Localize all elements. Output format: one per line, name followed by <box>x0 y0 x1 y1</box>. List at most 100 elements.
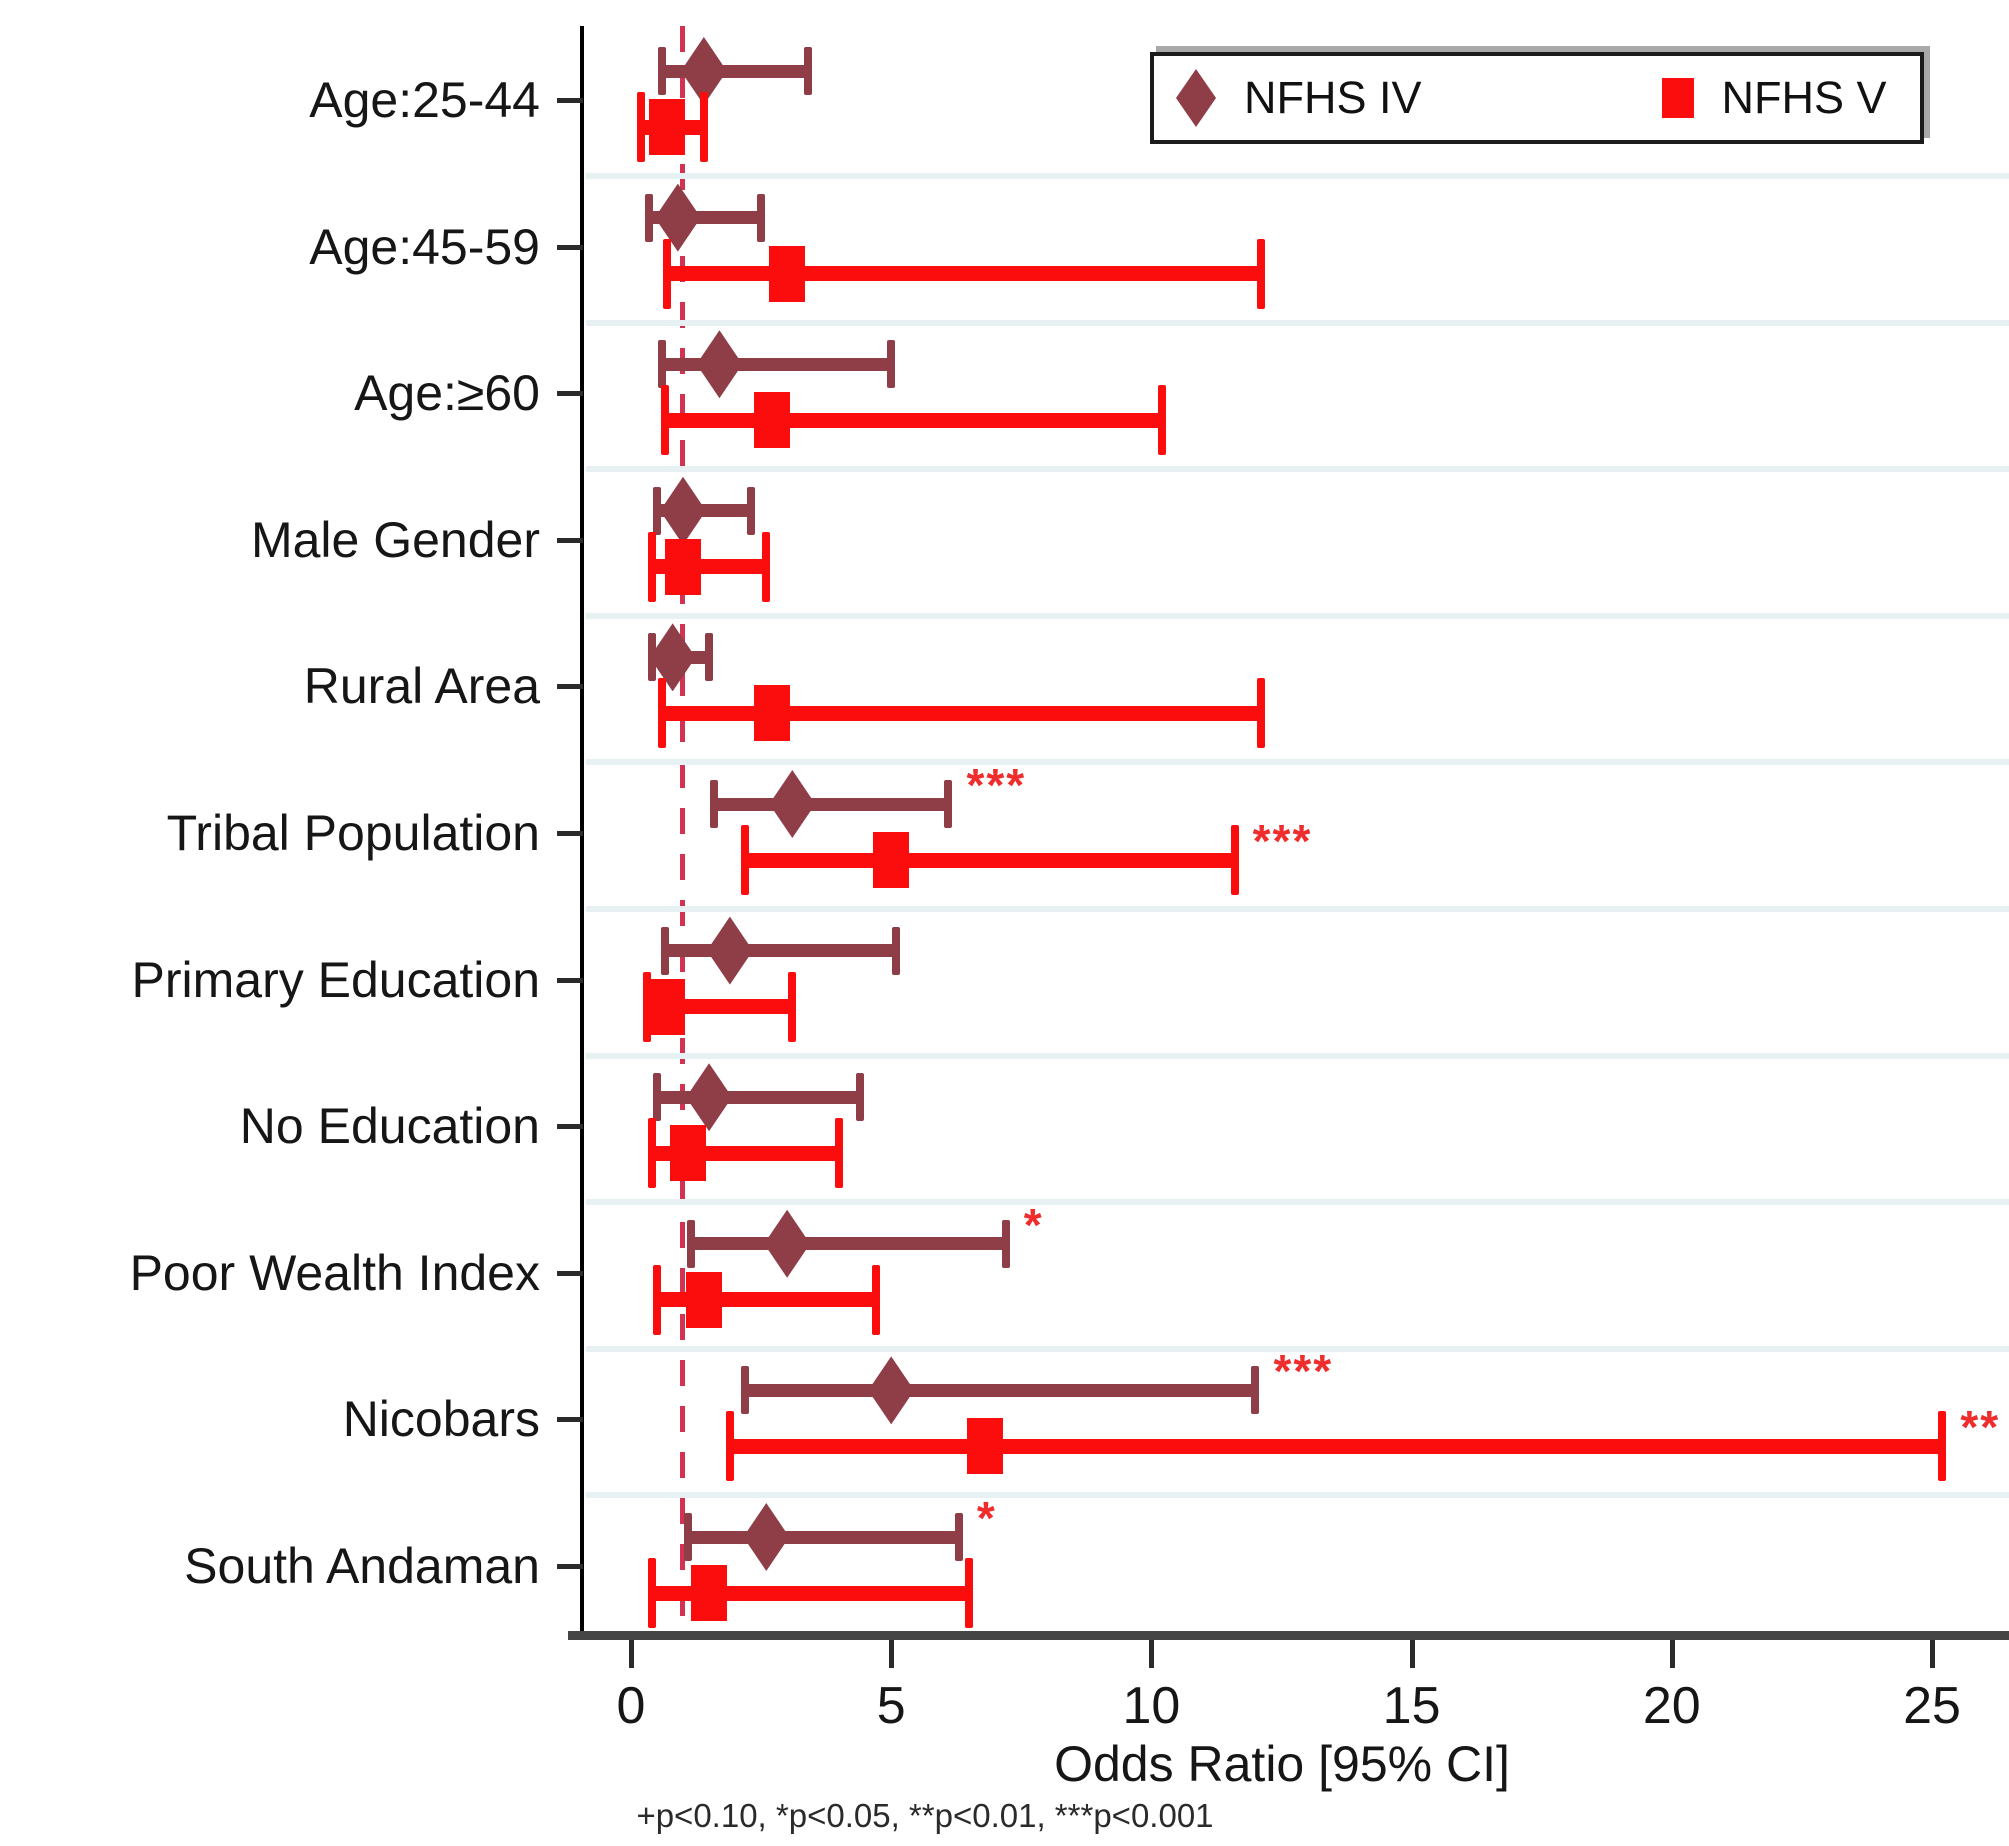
ci-line <box>688 1530 959 1544</box>
y-axis-tick <box>557 537 583 543</box>
significance-stars: * <box>1023 1198 1044 1251</box>
x-axis-tick <box>889 1640 895 1668</box>
ci-cap <box>1251 1366 1260 1415</box>
x-axis-tick <box>1409 1640 1415 1668</box>
square-marker-icon <box>649 978 686 1035</box>
diamond-marker-icon <box>649 623 696 692</box>
significance-stars: *** <box>966 759 1027 811</box>
ci-cap <box>653 1264 662 1335</box>
ci-cap <box>660 385 669 456</box>
x-axis-tick-label: 10 <box>1122 1677 1181 1735</box>
y-axis-tick <box>557 977 583 983</box>
ci-cap <box>762 531 771 602</box>
category-label: Tribal Population <box>166 805 540 861</box>
category-label: Age:≥60 <box>354 365 540 422</box>
category-label: South Andaman <box>184 1538 540 1594</box>
band-separator <box>586 173 2009 179</box>
band-separator <box>586 1199 2009 1206</box>
ci-cap <box>725 1411 734 1482</box>
legend: NFHS IV NFHS V <box>1150 52 1924 144</box>
band-separator <box>586 466 2009 473</box>
square-marker-icon <box>670 1125 707 1182</box>
band-separator <box>586 319 2009 326</box>
square-marker-icon <box>649 99 686 155</box>
y-axis-tick <box>557 1417 583 1423</box>
ci-line <box>690 1237 1006 1251</box>
ci-cap <box>741 1366 750 1415</box>
square-marker-icon <box>966 1418 1003 1475</box>
x-axis-title: Odds Ratio [95% CI] <box>1054 1736 1510 1792</box>
diamond-marker-icon <box>743 1503 790 1571</box>
ci-cap <box>658 47 667 95</box>
x-axis-tick-label: 20 <box>1642 1677 1701 1735</box>
x-axis-tick-label: 25 <box>1903 1677 1961 1735</box>
ci-line <box>729 1438 1943 1454</box>
legend-entry-nfhs-v: NFHS V <box>1422 56 1887 140</box>
significance-stars: ** <box>1960 1401 2001 1454</box>
y-axis-tick <box>557 1124 583 1130</box>
ci-cap <box>686 1219 695 1268</box>
band-separator <box>586 759 2009 766</box>
ci-cap <box>892 926 901 975</box>
band-separator <box>586 1345 2009 1352</box>
ci-cap <box>887 340 896 389</box>
diamond-marker-icon <box>660 476 707 545</box>
square-marker-icon <box>685 1271 722 1328</box>
diamond-marker-icon <box>1176 69 1216 127</box>
ci-cap <box>944 780 953 828</box>
category-label: Nicobars <box>342 1391 540 1448</box>
diamond-marker-icon <box>868 1356 915 1425</box>
significance-footnote: +p<0.10, *p<0.05, **p<0.01, ***p<0.001 <box>636 1797 1214 1834</box>
x-axis-tick-label: 0 <box>616 1677 646 1735</box>
ci-cap <box>965 1558 974 1628</box>
band-separator <box>586 1492 2009 1499</box>
ci-line <box>745 1383 1256 1397</box>
ci-cap <box>1157 385 1166 456</box>
ci-cap <box>684 1513 693 1561</box>
category-label: Rural Area <box>303 658 540 715</box>
reference-line-or-1 <box>680 26 686 1632</box>
y-axis-tick <box>557 1270 583 1276</box>
x-axis-tick <box>1149 1640 1155 1668</box>
band-separator <box>586 1052 2009 1059</box>
ci-cap <box>647 531 656 602</box>
y-axis-tick <box>557 391 583 397</box>
x-axis-tick <box>1930 1640 1935 1668</box>
category-label: Age:25-44 <box>309 72 540 128</box>
y-axis-tick <box>557 1564 583 1569</box>
ci-cap <box>705 633 714 682</box>
legend-entry-nfhs-iv: NFHS IV <box>1154 56 1422 140</box>
ci-line <box>714 797 949 811</box>
diamond-marker-icon <box>769 770 816 838</box>
ci-cap <box>699 92 708 162</box>
ci-cap <box>658 340 667 389</box>
category-label: Poor Wealth Index <box>129 1244 540 1301</box>
ci-cap <box>1001 1219 1010 1268</box>
ci-cap <box>1256 678 1265 749</box>
ci-cap <box>663 238 672 309</box>
ci-cap <box>741 825 750 895</box>
ci-cap <box>653 486 662 535</box>
ci-cap <box>647 1118 656 1189</box>
ci-cap <box>642 971 651 1042</box>
ci-line <box>664 944 897 958</box>
diamond-marker-icon <box>686 1063 733 1132</box>
ci-cap <box>660 926 669 975</box>
y-axis-tick <box>557 98 583 103</box>
ci-cap <box>1230 825 1239 895</box>
diamond-marker-icon <box>706 916 753 985</box>
significance-stars: *** <box>1273 1345 1334 1398</box>
ci-cap <box>637 92 646 162</box>
ci-line <box>745 852 1235 868</box>
square-marker-icon <box>691 1565 728 1621</box>
legend-label-nfhs-v: NFHS V <box>1721 72 1887 123</box>
ci-line <box>664 412 1162 428</box>
ci-cap <box>803 47 812 95</box>
x-axis-tick-label: 15 <box>1382 1677 1441 1735</box>
ci-cap <box>645 193 654 242</box>
square-marker-icon <box>753 685 790 742</box>
y-axis-tick <box>557 831 583 836</box>
legend-label-nfhs-iv: NFHS IV <box>1244 72 1422 123</box>
ci-cap <box>647 1558 656 1628</box>
